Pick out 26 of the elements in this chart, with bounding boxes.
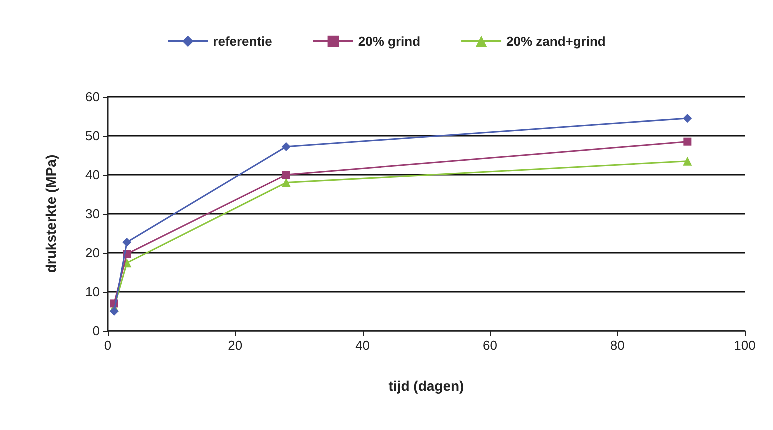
y-tick-label: 30 xyxy=(86,206,100,222)
y-tick-label: 50 xyxy=(86,128,100,144)
y-tick-label: 10 xyxy=(86,284,100,300)
y-tick-label: 60 xyxy=(86,90,100,104)
x-tick-label: 40 xyxy=(356,338,370,353)
x-tick-label: 60 xyxy=(482,338,498,353)
point xyxy=(683,114,692,123)
point xyxy=(282,171,290,179)
x-tick-label: 20 xyxy=(228,338,243,353)
y-tick-label: 0 xyxy=(92,324,100,338)
y-tick-label: 20 xyxy=(86,246,100,260)
x-tick-label: 0 xyxy=(104,338,112,353)
legend-label: 20% zand+grind xyxy=(506,34,606,49)
x-tick-label: 80 xyxy=(610,338,625,353)
point xyxy=(683,156,692,166)
legend-label: 20% grind xyxy=(358,34,421,49)
point xyxy=(684,138,692,146)
x-axis-title: tijd (dagen) xyxy=(388,378,464,394)
point xyxy=(122,238,132,247)
x-tick-label: 100 xyxy=(734,338,756,353)
point xyxy=(110,307,119,316)
point xyxy=(282,142,291,152)
point xyxy=(282,178,291,188)
y-tick-label: 40 xyxy=(86,168,100,182)
legend-label: referentie xyxy=(213,34,272,49)
y-axis-title: druksterkte (MPa) xyxy=(43,154,59,274)
